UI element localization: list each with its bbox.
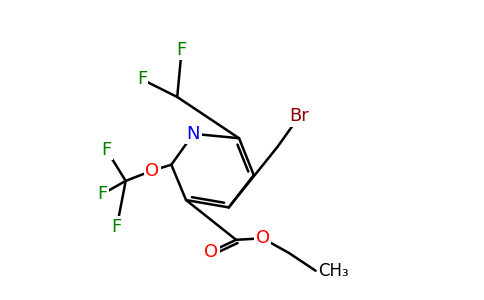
Text: F: F	[137, 70, 147, 88]
Text: F: F	[97, 185, 107, 203]
Text: F: F	[177, 41, 187, 59]
Text: Br: Br	[289, 107, 309, 125]
Text: F: F	[102, 141, 112, 159]
Text: CH₃: CH₃	[318, 262, 349, 280]
Text: F: F	[112, 218, 122, 236]
Text: O: O	[145, 162, 159, 180]
Text: O: O	[204, 243, 218, 261]
Text: O: O	[256, 229, 270, 247]
Text: N: N	[187, 125, 200, 143]
